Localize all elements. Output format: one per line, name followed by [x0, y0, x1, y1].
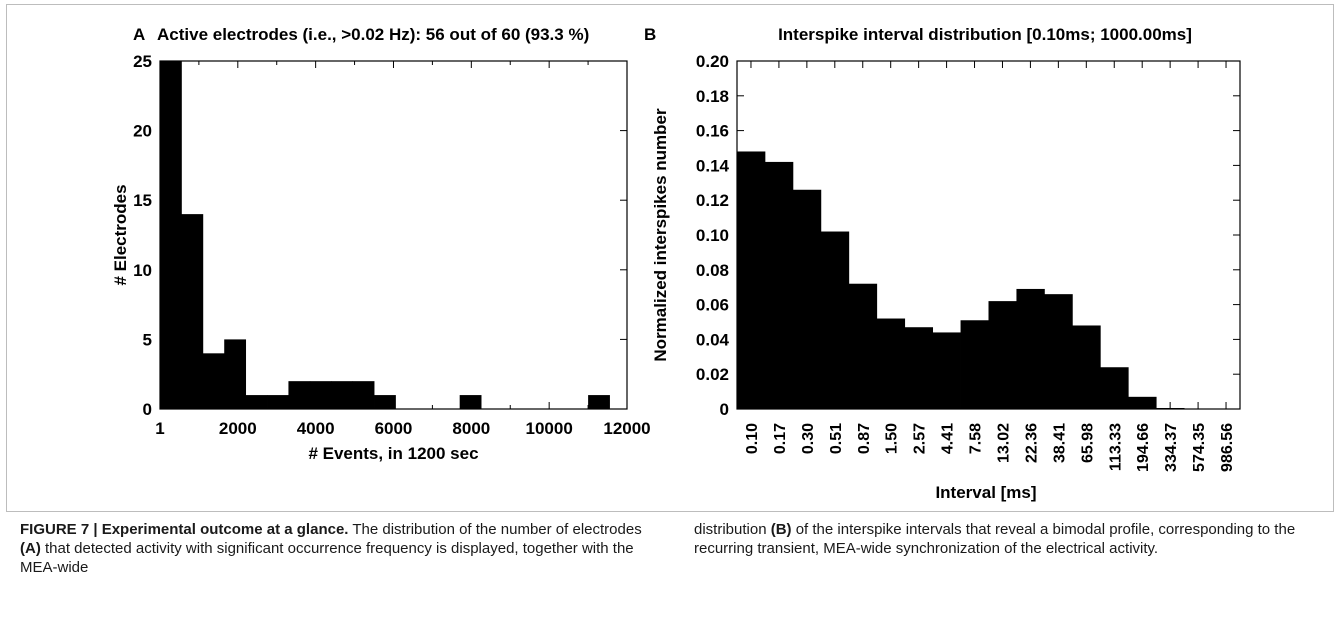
x-tick-label: 1	[155, 419, 164, 438]
figure-label: FIGURE 7 | Experimental outcome at a gla…	[20, 521, 349, 538]
caption-left-column: FIGURE 7 | Experimental outcome at a gla…	[20, 520, 660, 577]
x-tick-label: 2000	[219, 419, 257, 438]
y-tick-label: 0.04	[696, 330, 730, 349]
caption-text-run: that detected activity with significant …	[20, 540, 634, 576]
y-tick-label: 0.12	[696, 191, 729, 210]
histogram-bar	[988, 301, 1017, 409]
y-tick-label: 15	[133, 191, 152, 210]
x-axis-label: # Events, in 1200 sec	[308, 444, 478, 463]
figure-frame	[6, 4, 1334, 512]
caption-text-run: (B)	[770, 521, 792, 538]
histogram-bar	[792, 189, 822, 409]
y-tick-label: 20	[133, 122, 152, 141]
x-tick-label: 0.30	[800, 423, 817, 454]
histogram-bar	[737, 151, 766, 410]
chart-title: Interspike interval distribution [0.10ms…	[778, 25, 1192, 44]
y-tick-label: 25	[133, 52, 152, 71]
histogram-bar	[1016, 288, 1045, 409]
x-tick-label: 0.10	[744, 423, 761, 454]
histogram-bar	[202, 353, 225, 409]
x-tick-label: 10000	[526, 419, 573, 438]
panel-b-histogram: 0 0.02 0.04 0.06 0.08 0.10 0.12 0.14 0.16 0.18 0.2…	[644, 25, 1241, 502]
x-tick-label: 0.51	[828, 423, 845, 454]
histogram-bar	[904, 327, 934, 409]
histogram-bar	[309, 381, 332, 409]
histogram-bar	[267, 395, 289, 409]
histogram-bar	[288, 381, 311, 409]
x-tick-label: 4000	[297, 419, 335, 438]
y-tick-label: 0.14	[696, 156, 730, 175]
y-tick-label: 0.18	[696, 87, 729, 106]
x-tick-label: 4.41	[940, 423, 957, 454]
histogram-bar	[459, 395, 482, 409]
panel-label-a: A	[133, 25, 145, 44]
x-tick-label: 22.36	[1023, 423, 1040, 463]
histogram-bar	[352, 381, 375, 409]
x-tick-label: 334.37	[1163, 423, 1180, 472]
histogram-bar	[181, 214, 204, 409]
histogram-bar	[331, 381, 354, 409]
y-tick-label: 0	[143, 400, 152, 419]
caption-text-run: of the interspike intervals that reveal …	[694, 521, 1296, 557]
x-axis-label: Interval [ms]	[935, 483, 1036, 502]
x-tick-label: 7.58	[968, 423, 985, 454]
x-tick-label: 38.41	[1051, 423, 1068, 463]
histogram-bar	[1072, 325, 1101, 409]
x-tick-label: 2.57	[912, 423, 929, 454]
caption-right-column: distribution (B) of the interspike inter…	[694, 520, 1334, 558]
x-tick-label: 12000	[603, 419, 650, 438]
x-tick-label: 194.66	[1135, 423, 1152, 472]
x-tick-label: 13.02	[995, 423, 1012, 463]
y-tick-label: 5	[143, 330, 152, 349]
histogram-bar	[224, 339, 247, 409]
y-tick-label: 0.20	[696, 52, 729, 71]
histogram-bar	[588, 395, 610, 409]
x-tick-label: 6000	[375, 419, 413, 438]
histogram-bar	[960, 320, 989, 409]
histogram-bar	[876, 318, 906, 409]
caption-left-text: The distribution of the number of electr…	[20, 521, 642, 576]
histogram-bar	[764, 161, 794, 409]
x-tick-label: 574.35	[1191, 423, 1208, 472]
histogram-bar	[848, 283, 878, 409]
y-axis-label: # Electrodes	[111, 184, 130, 285]
histogram-bar	[1044, 294, 1073, 409]
y-tick-label: 0.16	[696, 122, 729, 141]
histogram-bar	[245, 395, 268, 409]
x-tick-label: 986.56	[1219, 423, 1236, 472]
x-tick-label: 113.33	[1107, 423, 1124, 471]
caption-text-run: (A)	[20, 540, 41, 557]
y-tick-label: 0.02	[696, 365, 729, 384]
x-tick-label: 8000	[452, 419, 490, 438]
caption-text-run: The distribution of the number of electr…	[348, 521, 642, 538]
x-tick-label: 0.17	[772, 423, 789, 454]
x-tick-label: 0.87	[856, 423, 873, 454]
y-tick-label: 0.10	[696, 226, 729, 245]
histogram-bar	[374, 395, 396, 409]
panel-label-b: B	[644, 25, 656, 44]
x-tick-label: 65.98	[1079, 423, 1096, 463]
y-tick-label: 10	[133, 261, 152, 280]
y-tick-label: 0.08	[696, 261, 729, 280]
y-tick-label: 0.06	[696, 296, 729, 315]
histogram-bar	[820, 231, 850, 409]
x-tick-label: 1.50	[884, 423, 901, 454]
caption-text-run: distribution	[694, 521, 771, 538]
chart-title: Active electrodes (i.e., >0.02 Hz): 56 o…	[157, 25, 589, 44]
histogram-bar	[160, 61, 182, 409]
histogram-bar	[932, 332, 961, 409]
y-tick-label: 0	[720, 400, 729, 419]
y-axis-label: Normalized interspikes number	[651, 108, 670, 362]
